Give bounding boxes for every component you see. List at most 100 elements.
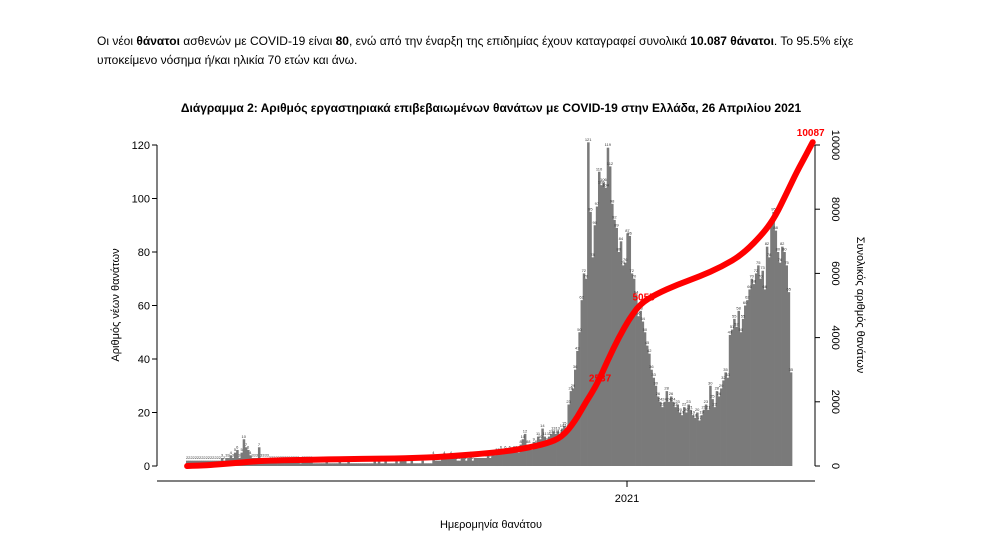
bar [417,463,420,466]
bar-value-label: 19 [699,410,704,415]
bar [425,463,429,466]
bar [318,463,322,466]
bar [685,412,688,466]
bar-value-label: 92 [612,214,617,219]
bar [301,460,305,466]
bar [323,463,326,466]
bar [593,225,597,466]
bar [460,457,464,466]
bar-value-label: 66 [763,284,768,289]
bar [281,460,285,466]
bar-value-label: 42 [647,348,652,353]
bar-value-label: 2 [190,455,193,460]
left-tick-label: 60 [138,301,150,313]
bar-value-label: 43 [575,345,580,350]
left-tick-label: 20 [138,408,150,420]
bar-value-label: 51 [730,324,735,329]
bar-value-label: 10 [242,434,247,439]
bar [611,203,614,466]
bar-value-label: 33 [651,372,656,377]
bar [700,415,703,466]
bar-value-label: 14 [540,423,545,428]
bar [284,460,287,466]
bar [739,332,743,466]
bar [279,460,283,466]
bar [547,436,551,466]
bar-value-label: 22 [673,402,678,407]
bar [434,460,438,466]
bar-value-label: 50 [739,327,744,332]
bar-value-label: 35 [789,367,794,372]
bar [299,463,302,466]
bar-value-label: 26 [669,391,674,396]
bar [316,463,320,466]
bar-value-label: 5 [234,447,237,452]
bar [521,439,525,466]
bar-value-label: 4 [249,450,252,455]
bar [713,407,717,466]
bar-value-label: 3 [260,452,263,457]
bar [587,142,590,466]
bar-value-label: 70 [632,273,637,278]
bar-value-label: 6 [236,444,239,449]
bar [683,407,686,466]
bar [748,289,751,466]
bar [362,463,366,466]
bar [356,463,359,466]
bar [342,463,346,466]
right-tick-label: 6000 [829,261,841,285]
bar-value-label: 80 [776,247,781,252]
bar [772,211,775,467]
bar [717,396,721,466]
bar [787,292,791,467]
bar [637,316,640,466]
bar-value-label: 36 [573,364,578,369]
bar-value-label: 25 [710,394,715,399]
bar [661,407,664,466]
bar-value-label: 97 [595,201,600,206]
bar [639,310,642,466]
bar [667,401,671,466]
bar-value-label: 2 [223,455,226,460]
bar [493,455,496,466]
bar-value-label: 9 [546,436,549,441]
bar-value-label: 29 [719,383,724,388]
bar [752,284,756,466]
bar [750,278,754,466]
bar [582,273,586,466]
bar [410,460,414,466]
bar [484,457,488,466]
bar [338,460,342,466]
bar-value-label: 64 [634,289,639,294]
bar [645,345,649,467]
bar-value-label: 6 [509,444,512,449]
bar [236,449,239,466]
bar [305,460,309,466]
bar [473,457,477,466]
bar-value-label: 2 [193,455,196,460]
bar [589,211,592,467]
bar-value-label: 5 [240,447,243,452]
bar-value-label: 90 [592,220,597,225]
bar-value-label: 13 [551,426,556,431]
bar-value-label: 3 [227,452,230,457]
bar-value-label: 23 [704,399,709,404]
bar [499,449,503,466]
bar [288,460,291,466]
bar [449,455,453,466]
bar [648,353,651,466]
bar-value-label: 2 [197,455,200,460]
bar-value-label: 8 [519,439,522,444]
bar-value-label: 68 [752,279,757,284]
bar [517,452,520,467]
bar [430,463,433,466]
bar [462,457,466,466]
bar [665,391,669,466]
bar [242,439,246,466]
bar [436,460,440,466]
bar [626,233,629,466]
intro-text-1: Οι νέοι [97,34,137,48]
left-tick-label: 120 [132,140,150,152]
bar-value-label: 75 [621,260,626,265]
bar-value-label: 19 [691,410,696,415]
